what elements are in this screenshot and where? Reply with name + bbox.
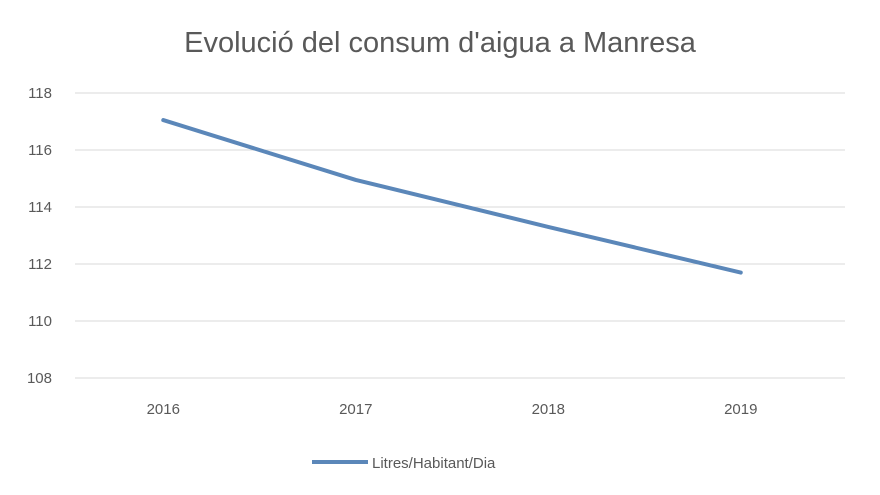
y-tick-label: 116 [28,142,52,159]
legend-label: Litres/Habitant/Dia [372,455,496,472]
y-tick-label: 110 [28,313,52,330]
series-line [161,118,743,275]
y-tick-label: 118 [28,85,52,102]
y-tick-label: 108 [27,370,52,387]
chart-title: Evolució del consum d'aigua a Manresa [184,27,697,59]
x-tick-label: 2016 [147,401,180,418]
x-tick-label: 2019 [724,401,757,418]
x-tick-label: 2018 [532,401,565,418]
x-tick-label: 2017 [339,401,372,418]
legend: Litres/Habitant/Dia [312,455,496,472]
y-tick-label: 114 [28,199,52,216]
y-tick-label: 112 [28,256,52,273]
